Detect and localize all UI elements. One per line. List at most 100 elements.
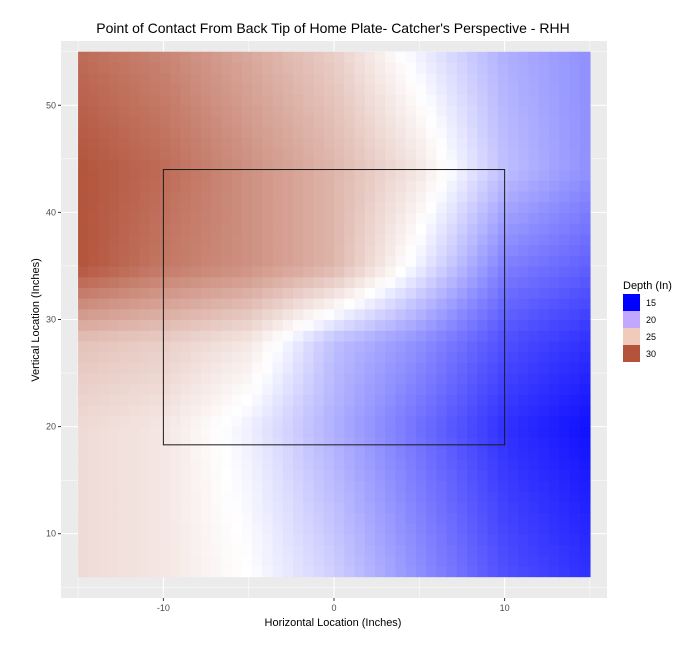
heatmap-cell: [548, 298, 560, 310]
heatmap-cell: [262, 148, 274, 160]
heatmap-cell: [170, 223, 182, 235]
heatmap-cell: [149, 298, 161, 310]
heatmap-cell: [129, 319, 141, 331]
heatmap-cell: [108, 319, 120, 331]
y-tick-label: 40: [46, 207, 56, 217]
heatmap-cell: [528, 180, 540, 192]
heatmap-cell: [180, 490, 192, 503]
heatmap-cell: [518, 298, 530, 310]
heatmap-cell: [129, 533, 141, 546]
heatmap-cell: [456, 490, 468, 503]
heatmap-cell: [221, 94, 233, 106]
heatmap-cell: [108, 265, 120, 278]
heatmap-cell: [170, 83, 182, 96]
heatmap-cell: [436, 544, 448, 556]
heatmap-cell: [119, 458, 130, 471]
heatmap-cell: [344, 426, 356, 438]
heatmap-cell: [108, 115, 120, 128]
heatmap-cell: [303, 223, 315, 235]
heatmap-cell: [508, 373, 519, 385]
heatmap-cell: [293, 415, 304, 428]
heatmap-cell: [405, 544, 417, 556]
heatmap-cell: [405, 351, 417, 363]
heatmap-cell: [323, 565, 335, 578]
heatmap-cell: [190, 298, 202, 310]
heatmap-cell: [293, 308, 304, 321]
heatmap-cell: [446, 437, 458, 449]
heatmap-cell: [170, 373, 182, 385]
heatmap-cell: [78, 212, 89, 224]
heatmap-cell: [241, 544, 253, 556]
heatmap-cell: [231, 287, 243, 299]
heatmap-cell: [293, 94, 304, 106]
heatmap-cell: [78, 298, 89, 310]
heatmap-cell: [323, 51, 335, 64]
heatmap-cell: [579, 565, 591, 578]
heatmap-cell: [78, 190, 89, 203]
legend-key: [623, 311, 640, 328]
heatmap-cell: [364, 51, 376, 64]
heatmap-cell: [282, 51, 294, 64]
heatmap-cell: [303, 276, 315, 288]
heatmap-cell: [385, 158, 397, 171]
heatmap-cell: [385, 394, 397, 406]
heatmap-cell: [344, 126, 356, 139]
heatmap-cell: [579, 83, 591, 96]
heatmap-cell: [538, 448, 550, 460]
heatmap-cell: [528, 523, 540, 535]
heatmap-cell: [149, 201, 161, 213]
heatmap-cell: [548, 308, 560, 321]
heatmap-cell: [334, 223, 345, 235]
heatmap-cell: [436, 287, 448, 299]
heatmap-cell: [497, 105, 509, 117]
heatmap-cell: [538, 351, 550, 363]
heatmap-cell: [395, 62, 407, 74]
heatmap-cell: [467, 351, 478, 363]
heatmap-cell: [231, 73, 243, 85]
heatmap-cell: [231, 394, 243, 406]
heatmap-cell: [405, 490, 417, 503]
heatmap-cell: [149, 480, 161, 492]
heatmap-cell: [78, 330, 89, 342]
heatmap-cell: [364, 126, 376, 139]
heatmap-cell: [487, 544, 499, 556]
heatmap-cell: [405, 244, 417, 256]
heatmap-cell: [528, 512, 540, 524]
heatmap-cell: [487, 555, 499, 567]
heatmap-cell: [528, 383, 540, 396]
heatmap-cell: [405, 523, 417, 535]
heatmap-cell: [374, 394, 386, 406]
heatmap-cell: [221, 330, 233, 342]
heatmap-cell: [446, 308, 458, 321]
heatmap-cell: [108, 233, 120, 246]
heatmap-cell: [344, 415, 356, 428]
heatmap-cell: [344, 158, 356, 171]
heatmap-cell: [139, 512, 151, 524]
heatmap-cell: [467, 490, 478, 503]
heatmap-cell: [139, 212, 151, 224]
heatmap-cell: [467, 126, 478, 139]
heatmap-cell: [559, 448, 571, 460]
heatmap-cell: [374, 244, 386, 256]
heatmap-cell: [487, 180, 499, 192]
heatmap-cell: [252, 62, 263, 74]
heatmap-cell: [98, 244, 110, 256]
heatmap-cell: [323, 383, 335, 396]
heatmap-cell: [108, 501, 120, 513]
heatmap-cell: [119, 298, 130, 310]
heatmap-cell: [211, 362, 222, 374]
heatmap-cell: [518, 105, 530, 117]
heatmap-cell: [98, 394, 110, 406]
heatmap-cell: [170, 523, 182, 535]
heatmap-cell: [108, 105, 120, 117]
heatmap-cell: [262, 437, 274, 449]
heatmap-cell: [231, 426, 243, 438]
heatmap-cell: [241, 383, 253, 396]
heatmap-cell: [446, 512, 458, 524]
heatmap-cell: [528, 394, 540, 406]
heatmap-cell: [159, 490, 171, 503]
heatmap-cell: [334, 137, 345, 149]
heatmap-cell: [456, 83, 468, 96]
heatmap-cell: [303, 73, 315, 85]
heatmap-cell: [98, 469, 110, 481]
